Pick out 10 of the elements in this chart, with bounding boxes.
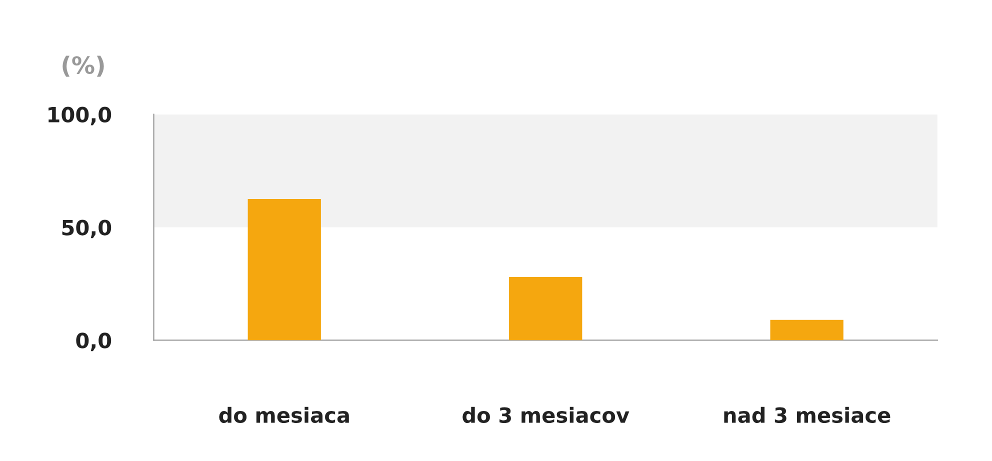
x-tick-label: do mesiaca	[219, 406, 349, 424]
x-tick-label: nad 3 mesiace	[724, 406, 890, 424]
y-tick-label: 0,0	[76, 332, 112, 352]
bar	[509, 276, 582, 340]
bar	[770, 320, 844, 340]
bar	[248, 199, 321, 340]
x-tick-label: do 3 mesiacov	[462, 406, 630, 424]
y-tick-label: 50,0	[62, 220, 112, 238]
y-axis-title: (%)	[62, 56, 104, 77]
y-tick-label: 100,0	[48, 106, 112, 126]
